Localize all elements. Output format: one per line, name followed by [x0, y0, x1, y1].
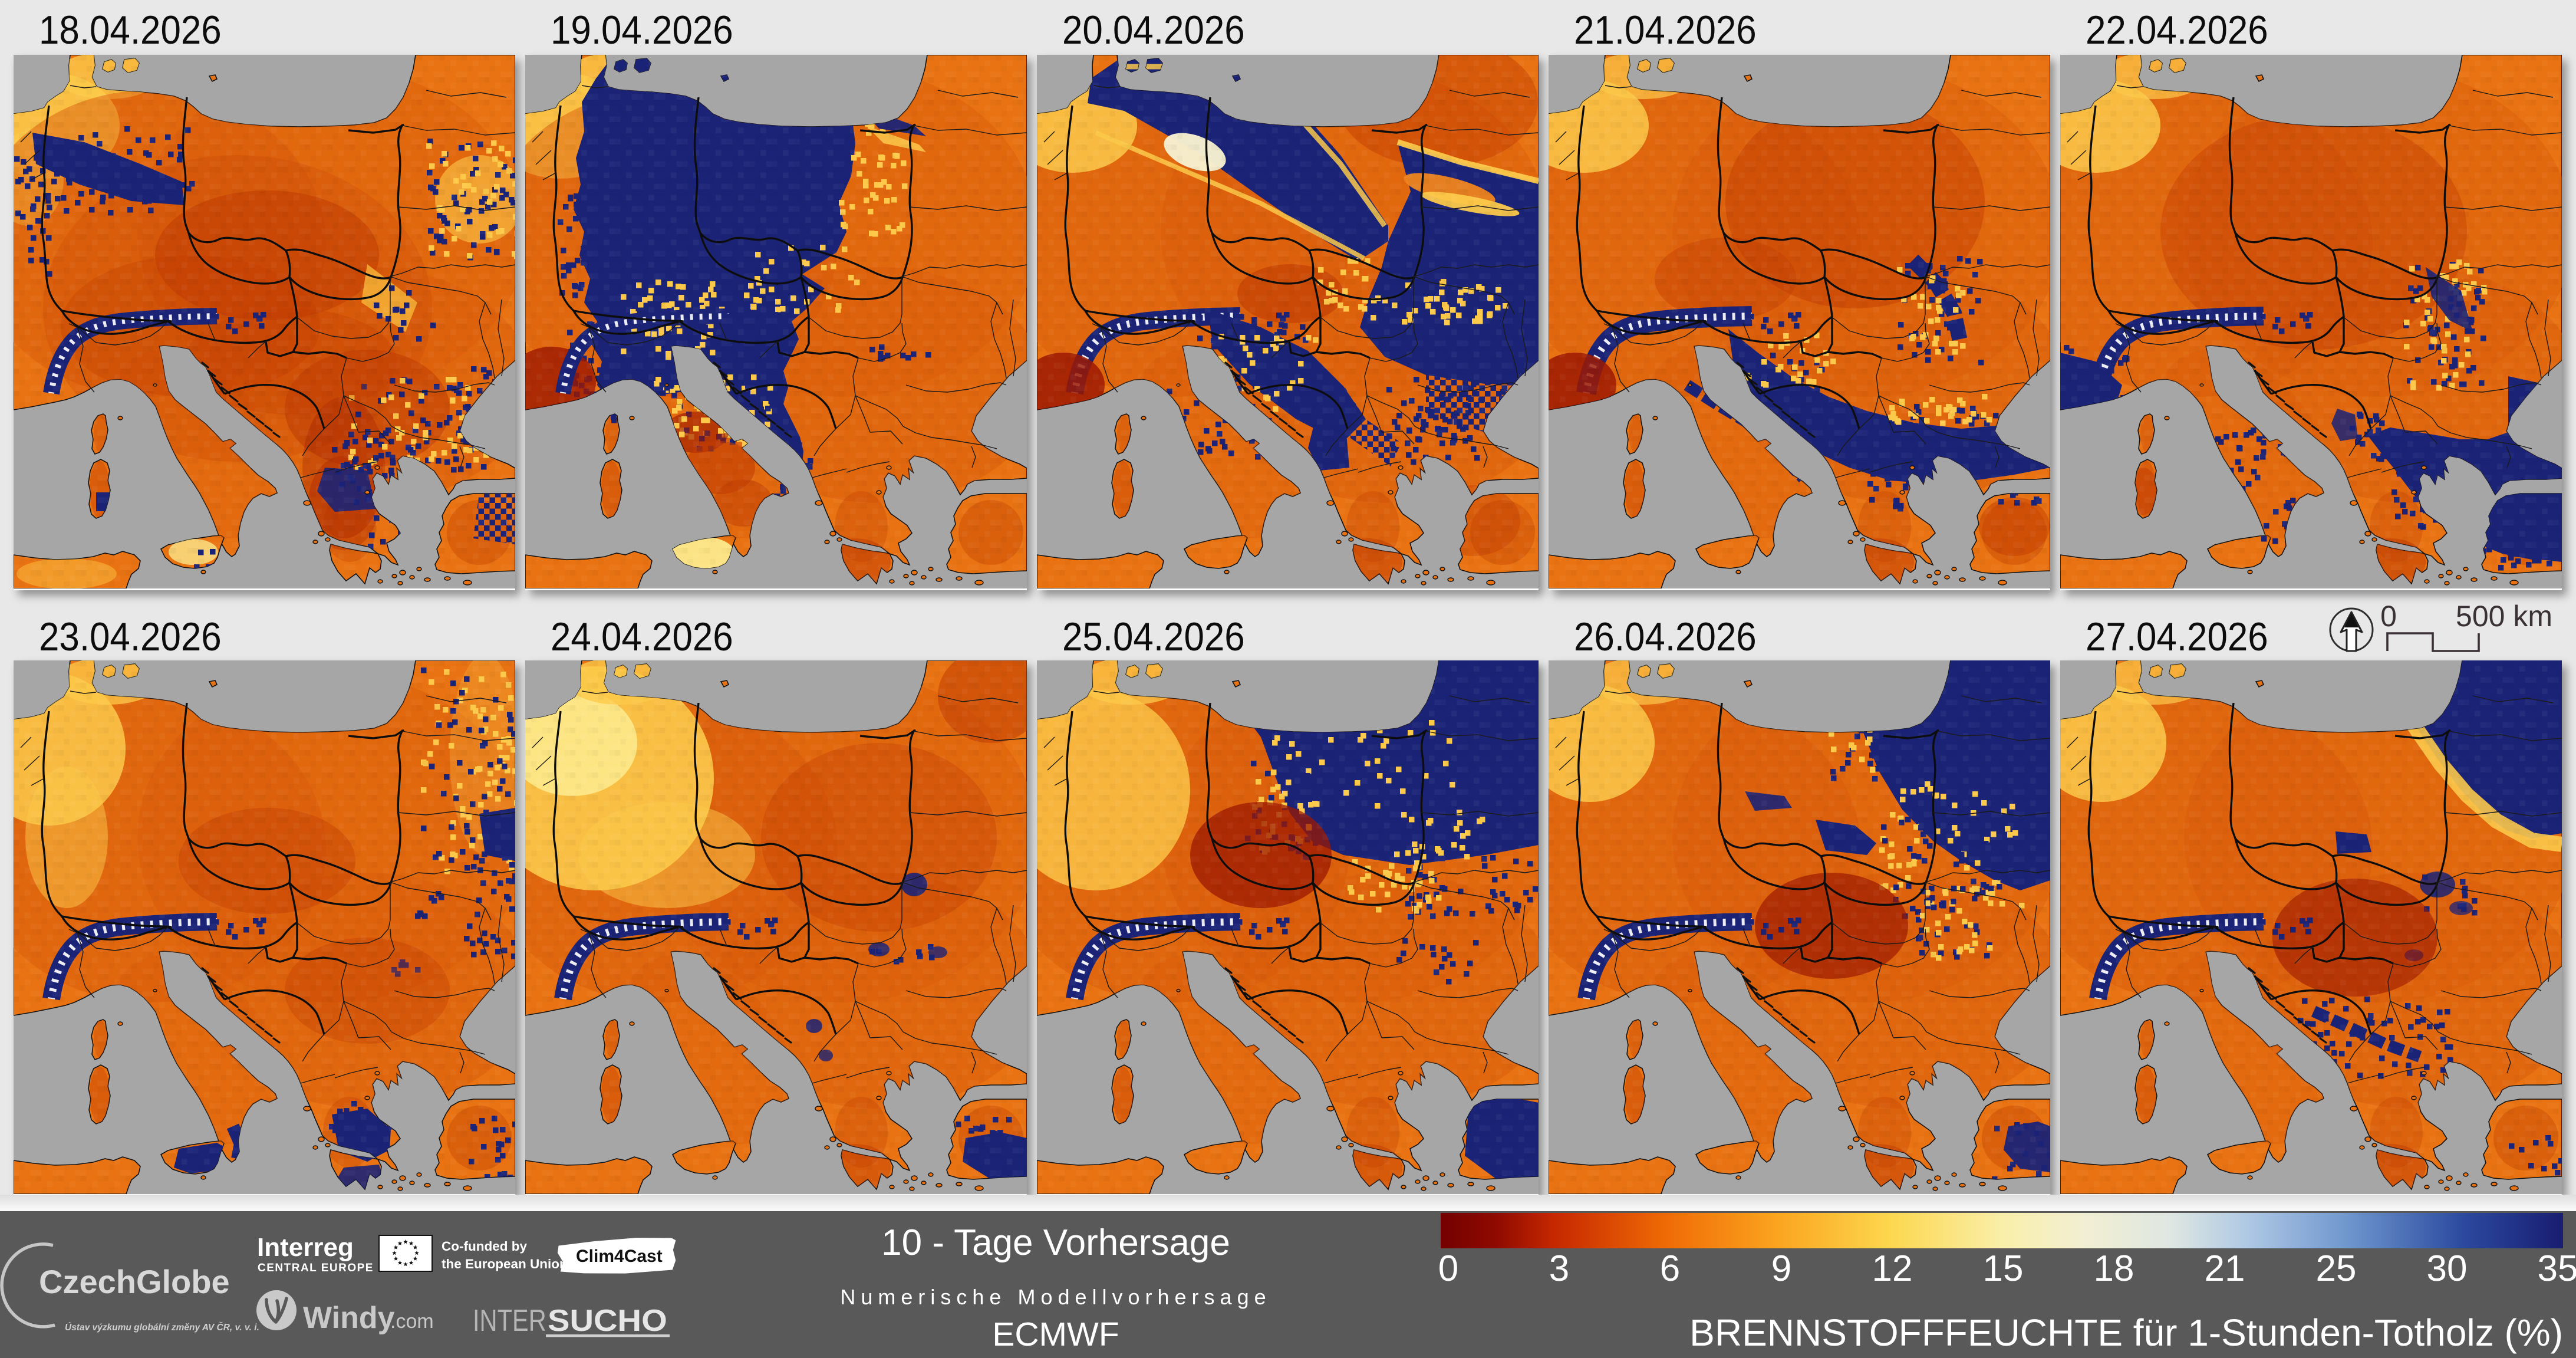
svg-text:21: 21	[2205, 1248, 2245, 1289]
svg-text:10 - Tage Vorhersage: 10 - Tage Vorhersage	[881, 1222, 1230, 1263]
svg-text:15: 15	[1983, 1248, 2024, 1289]
svg-text:35: 35	[2538, 1248, 2576, 1289]
svg-text:500 km: 500 km	[2456, 601, 2552, 633]
svg-text:the European Union: the European Union	[442, 1257, 568, 1271]
svg-text:BRENNSTOFFFEUCHTE für 1-Stunde: BRENNSTOFFFEUCHTE für 1-Stunden-Totholz …	[1689, 1311, 2563, 1354]
svg-text:6: 6	[1660, 1248, 1680, 1289]
svg-text:30: 30	[2427, 1248, 2468, 1289]
svg-text:Numerische Modellvorhersage: Numerische Modellvorhersage	[840, 1285, 1271, 1309]
svg-text:CzechGlobe: CzechGlobe	[39, 1263, 230, 1300]
svg-text:Ústav výzkumu globální změny A: Ústav výzkumu globální změny AV ČR, v. v…	[65, 1322, 259, 1333]
svg-text:18: 18	[2094, 1248, 2134, 1289]
svg-text:ECMWF: ECMWF	[992, 1316, 1119, 1353]
svg-text:INTER: INTER	[473, 1303, 546, 1338]
svg-text:.com: .com	[390, 1310, 434, 1333]
svg-text:0: 0	[1438, 1248, 1458, 1289]
svg-text:SUCHO: SUCHO	[548, 1304, 667, 1338]
svg-text:Windy: Windy	[303, 1301, 395, 1335]
svg-text:Clim4Cast: Clim4Cast	[576, 1247, 663, 1266]
svg-text:9: 9	[1771, 1248, 1791, 1289]
svg-text:Interreg: Interreg	[257, 1233, 354, 1262]
svg-text:Co-funded by: Co-funded by	[442, 1239, 527, 1254]
svg-text:12: 12	[1872, 1248, 1913, 1289]
svg-text:CENTRAL EUROPE: CENTRAL EUROPE	[258, 1262, 374, 1274]
svg-text:3: 3	[1549, 1248, 1569, 1289]
svg-text:25: 25	[2316, 1248, 2357, 1289]
svg-text:0: 0	[2380, 601, 2397, 633]
